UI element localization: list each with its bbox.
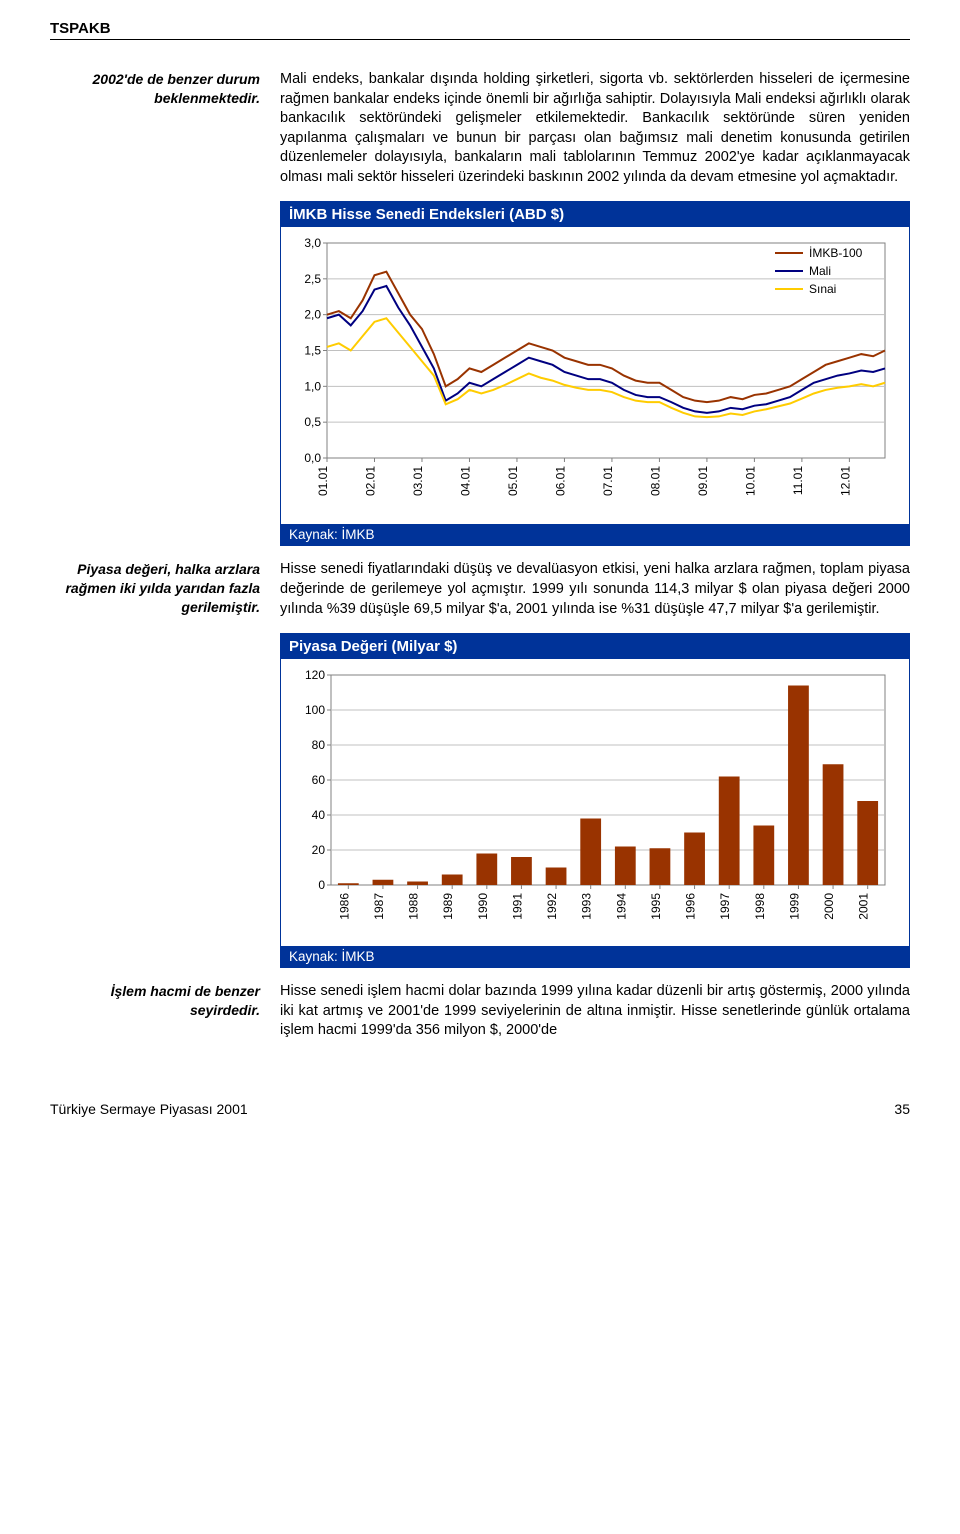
chart2-title: Piyasa Değeri (Milyar $) (281, 634, 909, 659)
chart1-title: İMKB Hisse Senedi Endeksleri (ABD $) (281, 202, 909, 227)
svg-text:10.01: 10.01 (743, 466, 757, 496)
svg-text:07.01: 07.01 (601, 466, 615, 496)
svg-text:0: 0 (318, 878, 325, 892)
margin-note-3: İşlem hacmi de benzer seyirdedir. (50, 982, 280, 1020)
svg-text:40: 40 (312, 808, 326, 822)
svg-text:Sınai: Sınai (809, 282, 836, 296)
header-org: TSPAKB (50, 20, 910, 40)
body-text-1: Mali endeks, bankalar dışında holding şi… (280, 70, 910, 187)
svg-text:1989: 1989 (441, 893, 455, 920)
svg-text:1986: 1986 (337, 893, 351, 920)
footer-page: 35 (894, 1101, 910, 1117)
svg-text:60: 60 (312, 773, 326, 787)
svg-text:09.01: 09.01 (696, 466, 710, 496)
chart1-source: Kaynak: İMKB (281, 524, 909, 545)
svg-text:2000: 2000 (822, 893, 836, 920)
chart1-svg: 0,0 0,5 1,0 1,5 2,0 2,5 3,0 01.01 02.01 03.01 04.0… (287, 233, 895, 513)
svg-text:80: 80 (312, 738, 326, 752)
svg-text:01.01: 01.01 (316, 466, 330, 496)
svg-text:12.01: 12.01 (838, 466, 852, 496)
svg-text:İMKB-100: İMKB-100 (809, 246, 863, 260)
svg-text:Mali: Mali (809, 264, 831, 278)
body-text-3: Hisse senedi işlem hacmi dolar bazında 1… (280, 982, 910, 1041)
svg-text:1,5: 1,5 (304, 344, 321, 358)
svg-text:1987: 1987 (372, 893, 386, 920)
svg-text:1993: 1993 (580, 893, 594, 920)
footer-title: Türkiye Sermaye Piyasası 2001 (50, 1101, 248, 1117)
margin-note-1: 2002'de de benzer durum beklenmektedir. (50, 70, 280, 108)
svg-text:2,0: 2,0 (304, 308, 321, 322)
section-2: Piyasa değeri, halka arzlara rağmen iki … (50, 560, 910, 619)
svg-text:1988: 1988 (407, 893, 421, 920)
svg-text:2001: 2001 (857, 893, 871, 920)
margin-note-2: Piyasa değeri, halka arzlara rağmen iki … (50, 560, 280, 617)
svg-text:1999: 1999 (787, 893, 801, 920)
chart-bar-piyasa: Piyasa Değeri (Milyar $) 0 20 40 60 80 100 120… (280, 633, 910, 968)
section-3: İşlem hacmi de benzer seyirdedir. Hisse … (50, 982, 910, 1041)
body-text-2: Hisse senedi fiyatlarındaki düşüş ve dev… (280, 560, 910, 619)
svg-text:04.01: 04.01 (458, 466, 472, 496)
svg-text:1995: 1995 (649, 893, 663, 920)
chart2-source: Kaynak: İMKB (281, 946, 909, 967)
svg-text:08.01: 08.01 (648, 466, 662, 496)
svg-text:05.01: 05.01 (506, 466, 520, 496)
page-footer: Türkiye Sermaye Piyasası 2001 35 (50, 1101, 910, 1117)
svg-text:3,0: 3,0 (304, 236, 321, 250)
svg-text:1991: 1991 (510, 893, 524, 920)
svg-text:1,0: 1,0 (304, 380, 321, 394)
svg-text:2,5: 2,5 (304, 272, 321, 286)
svg-text:1998: 1998 (753, 893, 767, 920)
chart2-svg: 0 20 40 60 80 100 120 1986 1987 1988 1989 1990 1991 1… (287, 665, 895, 935)
svg-text:1996: 1996 (684, 893, 698, 920)
svg-text:1997: 1997 (718, 893, 732, 920)
svg-text:0,5: 0,5 (304, 416, 321, 430)
svg-text:02.01: 02.01 (363, 466, 377, 496)
svg-text:100: 100 (305, 703, 325, 717)
section-1: 2002'de de benzer durum beklenmektedir. … (50, 70, 910, 187)
svg-text:1992: 1992 (545, 893, 559, 920)
svg-text:1990: 1990 (476, 893, 490, 920)
svg-text:0,0: 0,0 (304, 451, 321, 465)
svg-text:120: 120 (305, 668, 325, 682)
svg-text:06.01: 06.01 (553, 466, 567, 496)
chart-line-imkb: İMKB Hisse Senedi Endeksleri (ABD $) 0,0… (280, 201, 910, 546)
svg-text:1994: 1994 (614, 893, 628, 920)
svg-text:11.01: 11.01 (791, 466, 805, 495)
svg-text:03.01: 03.01 (411, 466, 425, 496)
svg-text:20: 20 (312, 843, 326, 857)
